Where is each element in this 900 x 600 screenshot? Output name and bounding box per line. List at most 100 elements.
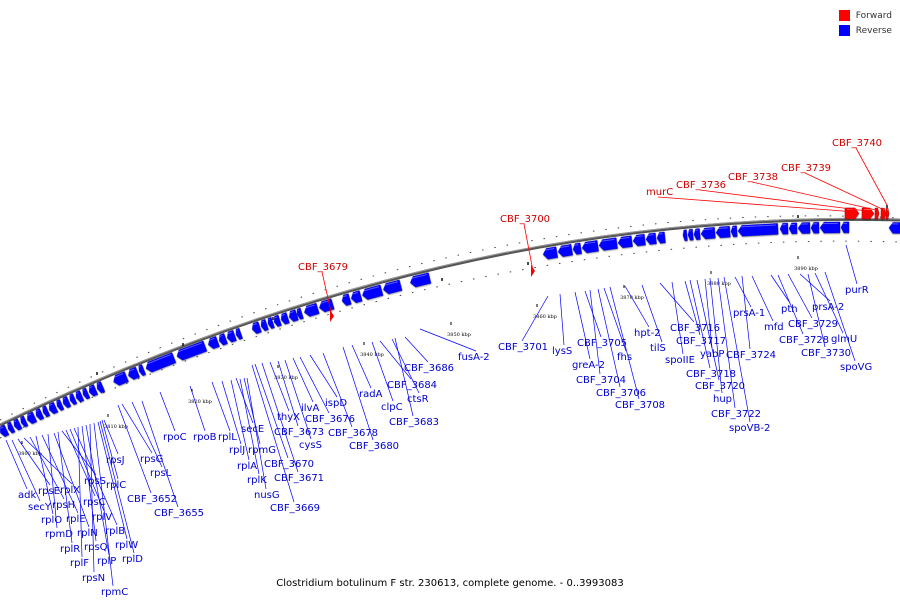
reverse-leader-line [35,435,54,515]
gene-label-cbf-3686: CBF_3686 [404,363,454,374]
reverse-gene-glyph [69,393,78,406]
reverse-leader-line [239,378,260,475]
reverse-leader-line [85,424,110,556]
forward-leader-line [657,196,857,213]
gene-label-rpoc: rpoC [163,432,187,443]
reverse-leader-line [574,291,591,360]
gene-label-yabp: yabP [700,349,724,360]
reverse-leader-line [41,434,79,514]
reverse-leader-line [254,363,289,459]
reverse-gene-glyph [218,333,228,346]
reverse-gene-glyph [280,312,290,325]
reverse-leader-line [97,421,128,540]
reverse-gene-glyph [260,318,269,332]
reverse-gene-glyph [645,232,657,245]
gene-label-hup: hup [713,394,732,405]
figure-caption: Clostridium botulinum F str. 230613, com… [276,578,624,589]
reverse-leader-line [807,273,826,348]
gene-label-cbf-3705: CBF_3705 [577,338,627,349]
reverse-leader-line [189,385,206,432]
reverse-leader-line [814,272,844,334]
gene-label-thyx: thyX [277,412,300,423]
reverse-leader-line [624,285,650,328]
gene-label-cbf-3701: CBF_3701 [498,342,548,353]
reverse-gene-glyph [227,329,237,343]
reverse-leader-line [246,377,267,490]
legend-forward: Forward [838,8,892,23]
gene-label-cbf-3740: CBF_3740 [832,138,882,149]
reverse-gene-glyph [20,415,29,428]
reverse-gene-glyph [542,246,559,260]
reverse-leader-line [73,427,118,526]
reverse-leader-line [277,360,299,427]
reverse-gene-glyph [176,340,208,361]
reverse-gene-glyph [810,221,820,234]
gene-label-mfd: mfd [764,322,784,333]
reverse-leader-line [261,362,299,473]
forward-gene-glyph [885,207,890,220]
reverse-leader-line [243,377,261,445]
gene-label-cbf-3679: CBF_3679 [298,262,348,273]
gene-label-fusa-2: fusA-2 [458,352,490,363]
reverse-gene-glyph [49,401,59,415]
reverse-gene-glyph [235,327,243,340]
gene-label-rpln: rplN [77,528,98,539]
gene-label-cbf-3708: CBF_3708 [615,400,665,411]
forward-leader-line [699,189,868,212]
reverse-gene-glyph [730,225,738,238]
reverse-leader-line [322,352,353,428]
reverse-gene-glyph [27,411,38,425]
reverse-leader-line [309,354,338,398]
reverse-leader-line [47,433,58,529]
reverse-gene-glyph [35,408,45,421]
gene-label-cbf-3736: CBF_3736 [676,180,726,191]
reverse-leader-line [141,400,179,508]
gene-label-cbf-3718: CBF_3718 [686,369,736,380]
reverse-leader-line [589,289,601,375]
reverse-leader-line [251,364,295,503]
reverse-leader-line [704,278,713,349]
reverse-gene-glyph [208,335,220,350]
reverse-leader-line [799,273,831,302]
gene-label-clpc: clpC [381,402,403,413]
reverse-gene-glyph [682,229,688,242]
reverse-gene-glyph [89,384,99,397]
legend-reverse: Reverse [838,23,892,38]
gene-label-cbf-3669: CBF_3669 [270,503,320,514]
reverse-leader-line [770,274,791,304]
gene-label-secy: secY [28,502,52,513]
reverse-gene-glyph [0,424,10,437]
reverse-gene-glyph [251,321,262,334]
reverse-gene-glyph [82,387,91,400]
gene-label-ilva: ilvA [301,403,319,414]
gene-label-cbf-3717: CBF_3717 [676,336,726,347]
gene-label-cbf-3730: CBF_3730 [801,348,851,359]
gene-label-cyss: cysS [299,440,322,451]
gene-label-rplx: rplX [60,485,80,496]
legend-forward-label: Forward [855,10,892,21]
forward-leader-line [523,223,534,272]
reverse-leader-line [603,287,627,352]
gene-label-rplk: rplK [247,475,267,486]
gene-label-pth: pth [781,304,798,315]
reverse-leader-line [299,356,330,414]
gene-label-rpse: rpsE [38,486,60,497]
gene-label-rplc: rplC [106,480,126,491]
forward-gene-glyph [874,207,880,220]
reverse-leader-line [684,280,701,336]
reverse-gene-glyph [715,225,731,239]
reverse-leader-line [717,277,736,409]
reverse-leader-line [211,381,231,432]
gene-label-cbf-3683: CBF_3683 [389,417,439,428]
reverse-gene-glyph [7,421,16,434]
reverse-leader-line [394,337,414,417]
reverse-leader-line [723,276,751,423]
reverse-gene-glyph [693,228,701,241]
reverse-leader-line [77,426,83,558]
reverse-leader-line [101,419,119,480]
reverse-leader-line [89,423,95,573]
reverse-leader-line [235,377,254,424]
gene-label-spovg: spoVG [840,362,872,373]
kbp-tick-label: 3860 kbp [533,314,557,320]
